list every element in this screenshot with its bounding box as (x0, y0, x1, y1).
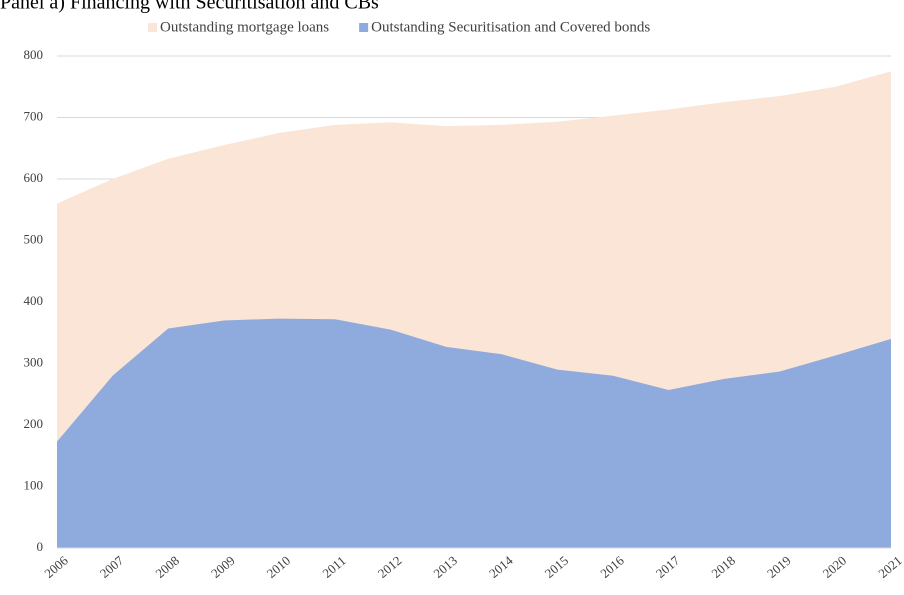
x-tick-label: 2006 (41, 552, 71, 581)
x-tick-label: 2017 (653, 552, 683, 581)
y-tick-label: 300 (24, 354, 44, 369)
legend-label: Outstanding Securitisation and Covered b… (371, 19, 650, 35)
x-tick-label: 2014 (486, 552, 516, 581)
legend-label: Outstanding mortgage loans (160, 19, 329, 35)
x-tick-label: 2008 (152, 553, 182, 581)
y-tick-label: 600 (24, 170, 44, 185)
chart-title: Panel a) Financing with Securitisation a… (0, 0, 379, 14)
y-tick-label: 200 (24, 416, 44, 431)
y-tick-label: 800 (24, 47, 44, 62)
x-tick-label: 2018 (708, 553, 738, 581)
x-tick-label: 2016 (597, 552, 627, 581)
y-tick-label: 500 (24, 231, 44, 246)
y-tick-label: 100 (24, 477, 44, 492)
x-tick-label: 2013 (430, 553, 460, 581)
x-tick-label: 2010 (264, 553, 294, 581)
x-tick-label: 2009 (208, 553, 238, 581)
x-tick-label: 2020 (820, 553, 850, 581)
legend: Outstanding mortgage loans Outstanding Se… (148, 19, 650, 35)
x-tick-label: 2015 (542, 553, 572, 581)
legend-swatch (148, 23, 157, 32)
x-tick-label: 2007 (97, 552, 127, 581)
area (57, 318, 891, 548)
y-tick-label: 400 (24, 293, 44, 308)
y-tick-label: 0 (37, 539, 44, 554)
x-tick-label: 2019 (764, 553, 794, 581)
y-tick-label: 700 (24, 108, 44, 123)
x-tick-label: 2012 (375, 553, 405, 581)
legend-swatch (359, 23, 369, 32)
x-tick-label: 2021 (875, 553, 904, 581)
x-tick-label: 2011 (319, 553, 348, 581)
